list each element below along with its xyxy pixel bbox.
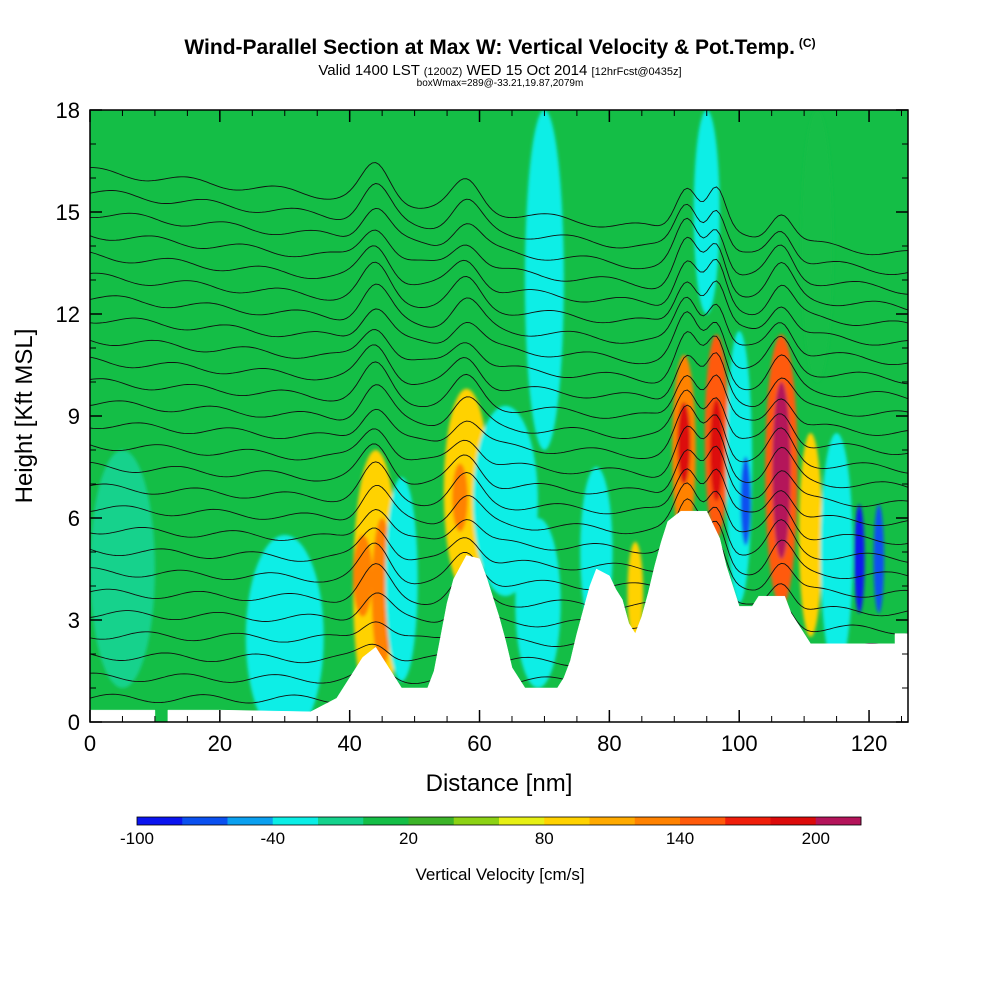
colorbar-label: Vertical Velocity [cm/s] — [415, 865, 584, 884]
velocity-cell — [693, 110, 720, 314]
velocity-cell — [710, 399, 723, 501]
plot-content — [90, 110, 908, 722]
isentrope-line — [90, 207, 908, 295]
isentrope-line — [90, 563, 908, 617]
isentrope-line — [90, 461, 908, 527]
velocity-cell — [452, 463, 468, 532]
valid-time-main: Valid 1400 LST — [318, 62, 420, 79]
velocity-cell — [627, 541, 644, 644]
isentrope-line — [90, 283, 908, 366]
velocity-cell — [740, 456, 751, 546]
y-tick-label: 3 — [68, 608, 80, 633]
y-tick-label: 0 — [68, 710, 80, 735]
colorbar-swatch — [770, 817, 817, 825]
velocity-cell — [820, 433, 853, 671]
velocity-cell — [90, 450, 155, 688]
colorbar-swatch — [182, 817, 228, 825]
copyright-mark: (C) — [798, 36, 816, 50]
colorbar-swatch — [815, 817, 862, 825]
x-tick-label: 0 — [84, 731, 96, 756]
colorbar-swatch — [725, 817, 771, 825]
y-tick-label: 18 — [56, 98, 80, 123]
x-axis-label: Distance [nm] — [426, 770, 573, 797]
colorbar-swatch — [408, 817, 455, 825]
x-tick-label: 120 — [851, 731, 888, 756]
colorbar-tick-label: 20 — [399, 829, 418, 848]
isentrope-line — [90, 344, 908, 417]
y-tick-label: 15 — [56, 200, 80, 225]
colorbar-tick-label: -100 — [120, 829, 154, 848]
colorbar-swatch — [680, 817, 726, 825]
velocity-cell — [353, 535, 373, 617]
velocity-cell — [800, 110, 834, 382]
valid-date: WED 15 Oct 2014 — [466, 62, 588, 79]
velocity-cell — [873, 504, 884, 614]
valid-time: Valid 1400 LST (1200Z) WED 15 Oct 2014 [… — [0, 62, 1000, 79]
isentrope-line — [90, 520, 908, 580]
colorbar-swatch — [589, 817, 636, 825]
x-tick-label: 80 — [597, 731, 621, 756]
colorbar-swatch — [499, 817, 545, 825]
colorbar-swatch — [318, 817, 364, 825]
velocity-cell — [385, 477, 418, 682]
page-title: Wind-Parallel Section at Max W: Vertical… — [0, 36, 1000, 60]
isentrope-line — [90, 245, 908, 326]
x-axis: 0 20 40 60 80 100 120 — [84, 110, 903, 756]
colorbar-swatch — [363, 817, 409, 825]
colorbar-swatch — [137, 817, 183, 825]
title-text: Wind-Parallel Section at Max W: Vertical… — [184, 36, 795, 59]
colorbar-tick-label: 140 — [666, 829, 694, 848]
valid-time-utc: (1200Z) — [423, 66, 463, 78]
x-tick-label: 40 — [337, 731, 361, 756]
colorbar-tick-label: -40 — [261, 829, 286, 848]
forecast-info: [12hrFcst@0435z] — [591, 66, 682, 78]
terrain — [90, 510, 908, 722]
isentrope-line — [90, 329, 908, 400]
x-tick-label: 100 — [721, 731, 758, 756]
isentrope-line — [90, 384, 908, 456]
colorbar-swatch — [634, 817, 681, 825]
isentrope-line — [90, 229, 908, 311]
colorbar-frame — [136, 816, 862, 826]
velocity-cell — [677, 402, 691, 485]
velocity-cell — [854, 504, 865, 614]
velocity-cell — [524, 110, 564, 450]
isentrope-line — [90, 183, 908, 276]
plot-area — [89, 109, 909, 723]
y-axis-label: Height [Kft MSL] — [11, 329, 38, 504]
y-tick-label: 6 — [68, 506, 80, 531]
isentrope-line — [90, 261, 908, 346]
y-axis: 0 3 6 9 12 15 18 — [56, 98, 908, 735]
x-tick-label: 60 — [467, 731, 491, 756]
colorbar-swatch — [227, 817, 274, 825]
colorbar-tick-label: 200 — [802, 829, 830, 848]
isentrope-line — [90, 404, 908, 474]
colorbar-swatch — [272, 817, 319, 825]
colorbar-swatch — [544, 817, 590, 825]
y-tick-label: 9 — [68, 404, 80, 429]
colorbar-tick-label: 80 — [535, 829, 554, 848]
isentrope-line — [90, 308, 908, 385]
velocity-field — [90, 110, 884, 722]
velocity-cell — [798, 433, 823, 637]
isentrope-line — [90, 482, 908, 545]
isentrope-line — [90, 425, 908, 489]
y-tick-label: 12 — [56, 302, 80, 327]
box-wmax-detail: boxWmax=289@-33.21,19.87,2079m — [416, 78, 584, 89]
colorbar: -100 -40 20 80 140 200 — [120, 816, 862, 848]
x-tick-label: 20 — [208, 731, 232, 756]
isentrope-line — [90, 539, 908, 598]
isentrope-line — [90, 443, 908, 508]
isentrope-line — [90, 361, 908, 436]
isentrope-line — [90, 498, 908, 563]
colorbar-swatch — [453, 817, 500, 825]
isentrope-line — [90, 162, 908, 256]
